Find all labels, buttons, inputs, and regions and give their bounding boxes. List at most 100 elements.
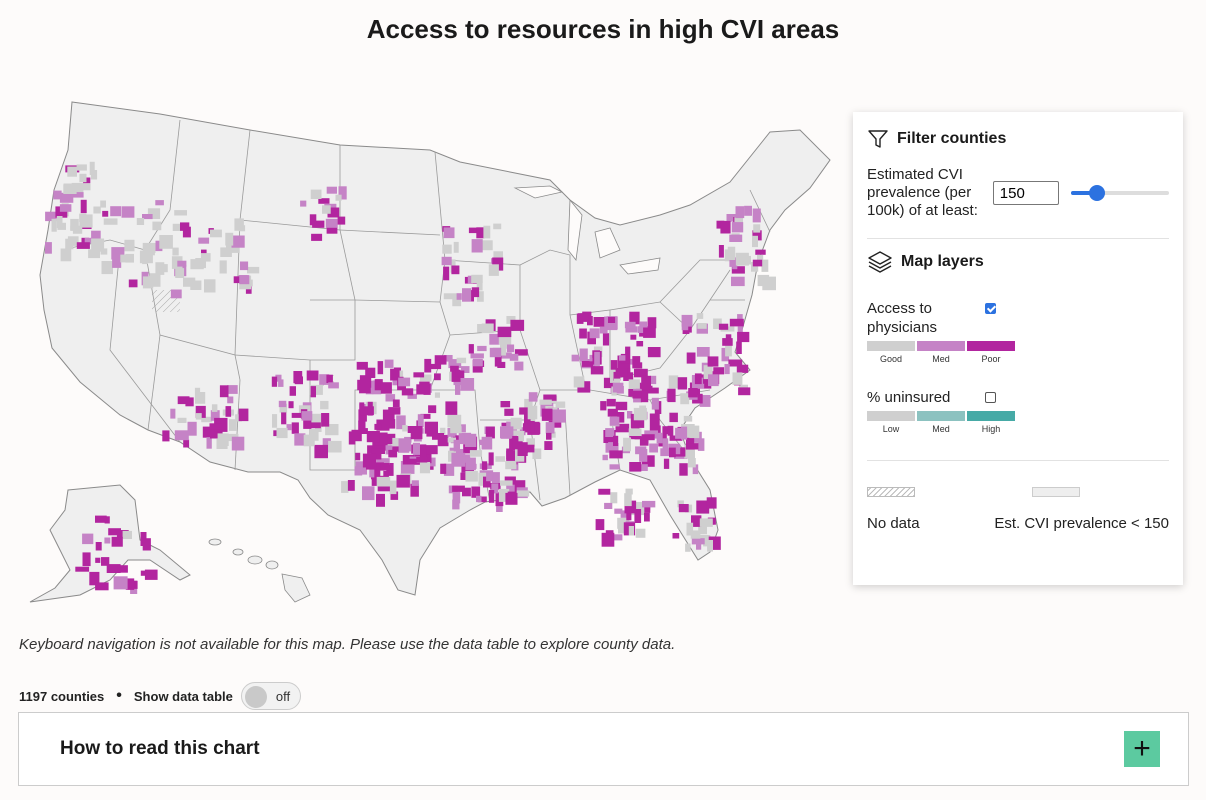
county-cell xyxy=(613,371,621,381)
county-cell xyxy=(371,448,385,454)
county-cell xyxy=(617,412,625,423)
county-cell xyxy=(281,412,287,425)
county-cell xyxy=(641,434,655,441)
county-cell xyxy=(544,441,553,450)
county-cell xyxy=(477,324,491,333)
county-cell xyxy=(727,246,736,260)
county-cell xyxy=(142,538,151,551)
county-cell xyxy=(437,434,449,447)
county-cell xyxy=(468,344,474,354)
cvi-threshold-input[interactable] xyxy=(992,181,1059,205)
county-cell xyxy=(688,388,698,398)
county-cell xyxy=(691,515,702,527)
county-cell xyxy=(681,426,688,440)
county-cell xyxy=(690,530,701,539)
how-to-read-accordion[interactable]: How to read this chart + xyxy=(18,712,1189,786)
county-cell xyxy=(185,397,194,407)
county-cell xyxy=(456,357,467,364)
county-cell xyxy=(686,443,699,450)
county-cell xyxy=(469,450,483,457)
county-cell xyxy=(463,447,472,454)
county-cell xyxy=(481,240,493,251)
county-cell xyxy=(494,355,502,367)
county-cell xyxy=(546,432,552,440)
county-cell xyxy=(238,408,249,422)
county-cell xyxy=(413,372,425,378)
low-prevalence-swatch xyxy=(1031,487,1080,497)
cvi-threshold-slider[interactable] xyxy=(1070,185,1169,201)
layer-uninsured-checkbox[interactable] xyxy=(985,392,996,403)
county-cell xyxy=(612,382,624,393)
county-cell xyxy=(579,348,588,362)
layer-uninsured: % uninsured Low Med High xyxy=(867,388,1169,434)
expand-plus-button[interactable]: + xyxy=(1124,731,1160,767)
county-cell xyxy=(231,436,245,451)
county-cell xyxy=(667,425,674,436)
slider-thumb[interactable] xyxy=(1089,185,1106,201)
county-cell xyxy=(231,235,245,248)
county-cell xyxy=(752,230,762,241)
county-cell xyxy=(233,276,241,284)
county-cell xyxy=(465,457,476,471)
county-cell xyxy=(120,254,127,263)
county-cell xyxy=(619,355,626,361)
county-cell xyxy=(737,326,743,337)
county-cell xyxy=(419,374,432,382)
county-cell xyxy=(650,375,657,385)
county-cell xyxy=(713,367,725,375)
filter-label: Estimated CVI prevalence (per 100k) of a… xyxy=(867,166,978,219)
legend-panel: Filter counties Estimated CVI prevalence… xyxy=(853,112,1183,585)
county-cell xyxy=(424,421,438,434)
county-cell xyxy=(194,387,201,401)
county-cell xyxy=(416,457,428,463)
county-cell xyxy=(371,467,381,480)
county-cell xyxy=(639,436,649,446)
county-cell xyxy=(681,314,693,327)
county-cell xyxy=(407,458,417,464)
county-cell xyxy=(541,408,553,421)
county-cell xyxy=(470,353,484,359)
county-cell xyxy=(605,428,615,437)
county-cell xyxy=(420,413,431,419)
county-cell xyxy=(483,225,491,239)
county-cell xyxy=(358,420,366,434)
county-cell xyxy=(643,327,656,338)
county-cell xyxy=(162,430,170,442)
county-cell xyxy=(320,400,329,410)
county-cell xyxy=(442,244,452,254)
county-cell xyxy=(91,230,101,244)
county-cell xyxy=(424,358,432,373)
county-cell xyxy=(319,374,330,385)
county-cell xyxy=(464,433,477,447)
county-cell xyxy=(499,352,512,359)
county-cell xyxy=(607,408,618,417)
county-cell xyxy=(101,557,110,566)
layer-physicians-checkbox[interactable] xyxy=(985,303,996,314)
county-cell xyxy=(81,183,91,191)
how-to-read-title: How to read this chart xyxy=(60,738,260,759)
us-county-map xyxy=(29,101,831,603)
county-cell xyxy=(312,220,325,228)
county-cell xyxy=(472,358,483,367)
county-cell xyxy=(60,248,72,262)
county-cell xyxy=(451,452,466,467)
county-cell xyxy=(647,347,661,358)
county-cell xyxy=(142,214,153,220)
county-cell xyxy=(635,446,647,455)
county-cell xyxy=(500,427,512,439)
county-cell xyxy=(289,386,296,396)
divider xyxy=(867,238,1169,239)
county-cell xyxy=(684,444,695,459)
county-cell xyxy=(276,427,288,439)
county-cell xyxy=(70,192,84,198)
county-cell xyxy=(326,224,338,234)
county-cell xyxy=(614,508,623,514)
county-cell xyxy=(428,405,437,414)
county-cell xyxy=(385,394,396,402)
county-cell xyxy=(500,401,511,408)
show-table-toggle[interactable]: off xyxy=(240,682,301,710)
county-cell xyxy=(581,361,594,367)
county-cell xyxy=(396,474,410,488)
county-cell xyxy=(328,440,342,453)
county-cell xyxy=(195,405,206,418)
